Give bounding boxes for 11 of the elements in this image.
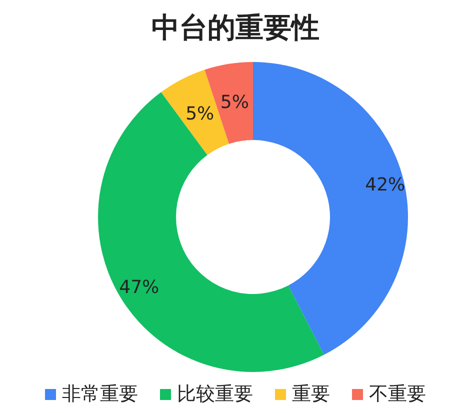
- data-label: 5%: [220, 92, 249, 113]
- legend-label: 重要: [292, 382, 330, 407]
- legend-label: 非常重要: [62, 382, 138, 407]
- donut-slice: [253, 62, 408, 355]
- data-label: 47%: [119, 277, 160, 298]
- data-label: 5%: [186, 103, 214, 124]
- donut-slice: [98, 92, 324, 372]
- data-label: 42%: [365, 174, 406, 196]
- legend-label: 不重要: [369, 382, 426, 407]
- chart-title: 中台的重要性: [150, 10, 320, 46]
- legend-label: 比较重要: [177, 382, 253, 407]
